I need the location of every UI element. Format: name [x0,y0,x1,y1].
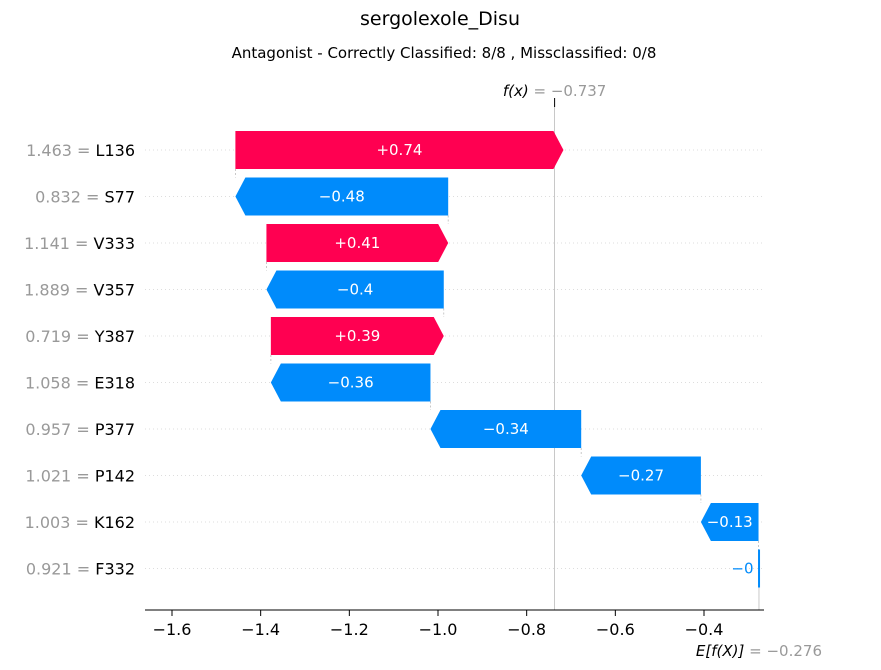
efx-annotation: E[f(X)] = −0.276 [696,642,822,660]
feature-name: P377 [95,420,135,439]
bar-value-label: −0.48 [319,188,365,206]
fx-label: f(x) [503,82,534,100]
feature-name: V357 [94,280,135,299]
feature-label: 0.832 = S77 [35,187,135,206]
feature-value: 0.957 = [25,420,94,439]
x-tick-label: −1.0 [419,620,458,639]
feature-value: 1.003 = [25,513,94,532]
bar-L136 [235,131,564,169]
feature-value: 0.832 = [35,187,104,206]
feature-label: 1.058 = E318 [25,373,135,392]
bar-value-label: +0.41 [334,234,380,252]
feature-label: 1.463 = L136 [26,141,135,160]
bar-F332 [758,549,761,588]
bar-V333 [266,224,449,262]
feature-label: 0.719 = Y387 [25,327,135,346]
bar-value-label: +0.39 [334,327,380,345]
feature-name: P142 [95,466,135,485]
feature-labels: +0.74 1.463 = L136 −0.48 0.832 = S77 +0.41 1.… [24,141,753,579]
fx-value: = −0.737 [533,82,606,100]
bar-value-label: −0.4 [337,281,373,299]
bar-value-label: +0.74 [376,141,422,159]
bar-value-label: −0.13 [707,513,753,531]
row-gridlines [145,149,764,569]
feature-name: E318 [94,373,135,392]
feature-label: 1.003 = K162 [25,513,135,532]
feature-value: 1.021 = [25,466,94,485]
bar-K162 [700,503,759,541]
x-tick-label: −1.6 [153,620,192,639]
feature-label: 1.889 = V357 [24,280,135,299]
feature-value: 1.463 = [26,141,95,160]
feature-label: 1.141 = V333 [24,234,135,253]
x-tick-label: −0.6 [596,620,635,639]
x-tick-label: −1.2 [330,620,369,639]
feature-name: L136 [96,141,135,160]
feature-name: S77 [104,187,135,206]
bar-S77 [235,177,449,216]
feature-value: 0.921 = [26,559,95,578]
x-tick-label: −0.4 [685,620,724,639]
bar-P377 [430,410,582,448]
feature-label: 0.921 = F332 [26,559,135,578]
efx-value: = −0.276 [749,642,822,660]
bar-value-label: −0.34 [483,420,529,438]
feature-label: 1.021 = P142 [25,466,135,485]
chart-subtitle: Antagonist - Correctly Classified: 8/8 ,… [232,44,657,62]
feature-label: 0.957 = P377 [25,420,135,439]
annotations: f(x) = −0.737 E[f(X)] = −0.276 [503,82,822,660]
bar-value-label: −0.27 [618,467,664,485]
bar-value-label: −0.36 [328,374,374,392]
bar-P142 [581,456,701,495]
feature-value: 1.889 = [24,280,93,299]
bar-Y387 [270,317,444,355]
x-tick-label: −0.8 [507,620,546,639]
chart-title: sergolexole_Disu [360,8,520,30]
feature-name: F332 [95,559,135,578]
fx-annotation: f(x) = −0.737 [503,82,607,100]
bars [235,131,761,588]
efx-label: E[f(X)] [696,642,749,660]
bar-value-label: −0 [731,560,753,578]
feature-value: 0.719 = [25,327,94,346]
bar-E318 [270,363,431,402]
x-axis: −1.6 −1.4 −1.2 −1.0 −0.8 −0.6 −0.4 [145,609,764,639]
feature-name: Y387 [94,327,135,346]
feature-name: V333 [94,234,135,253]
bar-V357 [266,270,444,309]
x-tick-label: −1.4 [241,620,280,639]
feature-name: K162 [94,513,135,532]
feature-value: 1.058 = [25,373,94,392]
feature-value: 1.141 = [24,234,93,253]
